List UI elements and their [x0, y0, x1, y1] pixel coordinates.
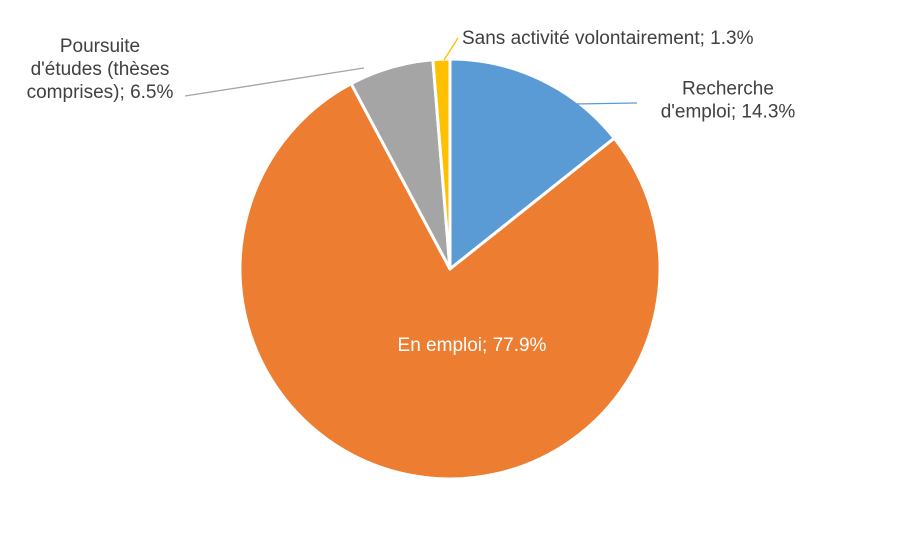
data-label-recherche-emploi: Recherche d'emploi; 14.3% — [661, 79, 796, 123]
slice-labels: Recherche d'emploi; 14.3% En emploi; 77.9%… — [27, 28, 796, 356]
data-label-line: d'études (thèses — [31, 59, 170, 80]
leader-line-poursuite-etudes — [184, 67, 365, 97]
pie-slice-en-emploi — [238, 82, 662, 481]
data-label-line: Poursuite — [60, 36, 140, 57]
pie-slice-sans-activite — [431, 57, 452, 271]
data-label-line: Sans activité volontairement; 1.3% — [462, 28, 754, 49]
leader-line-sans-activite — [443, 37, 459, 61]
pie-slices — [238, 57, 662, 481]
data-label-line: En emploi; 77.9% — [398, 335, 547, 356]
leader-line-recherche-emploi — [573, 102, 638, 105]
data-label-en-emploi: En emploi; 77.9% — [398, 335, 547, 356]
data-label-line: comprises); 6.5% — [27, 82, 174, 103]
leader-lines — [184, 37, 638, 105]
data-label-poursuite-etudes: Poursuite d'études (thèses comprises); 6.5… — [27, 36, 174, 103]
data-label-line: d'emploi; 14.3% — [661, 102, 796, 123]
data-label-sans-activite: Sans activité volontairement; 1.3% — [462, 28, 754, 49]
data-label-line: Recherche — [682, 79, 774, 100]
pie-slice-recherche-emploi — [448, 57, 616, 271]
